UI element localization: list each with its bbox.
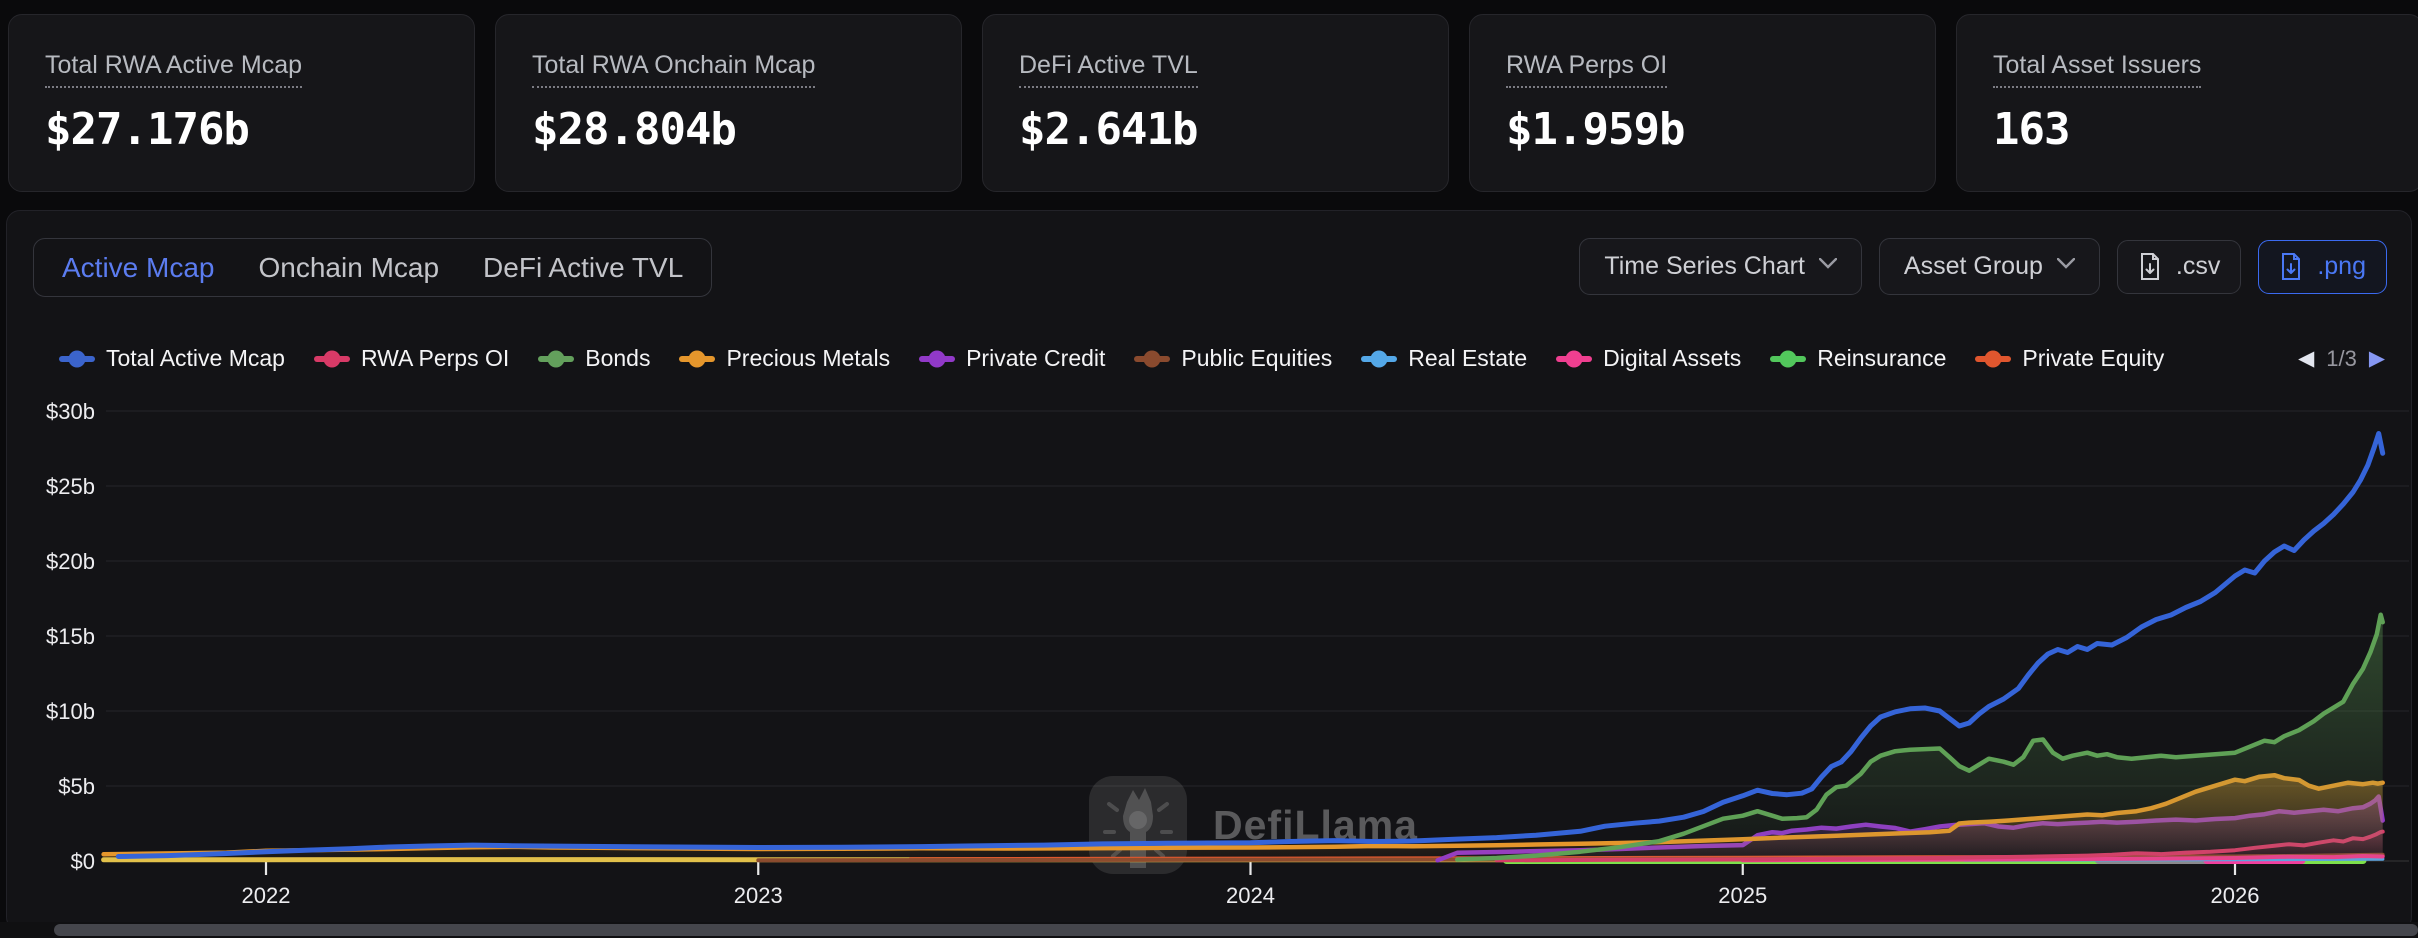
legend-marker-icon: [1556, 350, 1593, 367]
chevron-down-icon: [2056, 258, 2075, 269]
stat-label[interactable]: Total RWA Active Mcap: [45, 51, 303, 88]
y-axis-label: $30b: [46, 399, 95, 424]
x-axis-label: 2026: [2211, 883, 2260, 908]
asset-group-dropdown[interactable]: Asset Group: [1878, 238, 2100, 295]
horizontal-scrollbar-thumb[interactable]: [54, 924, 2418, 936]
legend-item-private-equity[interactable]: Private Equity: [1975, 345, 2164, 372]
legend-marker-icon: [1975, 350, 2012, 367]
legend-pagination: ◀ 1/3 ▶: [2298, 346, 2385, 372]
stat-label[interactable]: DeFi Active TVL: [1019, 51, 1198, 88]
stat-label[interactable]: Total RWA Onchain Mcap: [532, 51, 816, 88]
x-axis-label: 2022: [242, 883, 291, 908]
legend-page-indicator: 1/3: [2326, 345, 2357, 371]
stat-card-perps-oi: RWA Perps OI $1.959b: [1469, 14, 1936, 192]
y-axis-label: $15b: [46, 624, 95, 649]
legend-item-digital-assets[interactable]: Digital Assets: [1556, 345, 1741, 372]
stat-value: $27.176b: [45, 104, 250, 155]
download-csv-button[interactable]: .csv: [2116, 239, 2242, 294]
legend-item-precious-metals[interactable]: Precious Metals: [679, 345, 890, 372]
chart-legend: Total Active Mcap RWA Perps OI Bonds Pre…: [59, 345, 2385, 372]
x-axis-label: 2024: [1226, 883, 1275, 908]
time-series-chart-dropdown[interactable]: Time Series Chart: [1579, 238, 1862, 295]
legend-marker-icon: [679, 350, 716, 367]
legend-item-rwa-perps-oi[interactable]: RWA Perps OI: [313, 345, 509, 372]
y-axis-label: $5b: [58, 774, 95, 799]
legend-item-real-estate[interactable]: Real Estate: [1361, 345, 1527, 372]
y-axis-label: $10b: [46, 699, 95, 724]
x-axis-label: 2025: [1718, 883, 1767, 908]
file-download-icon: [2282, 252, 2301, 280]
chart-controls: Time Series Chart Asset Group .csv: [1579, 238, 2387, 295]
tab-defi-active-tvl[interactable]: DeFi Active TVL: [483, 251, 684, 283]
stat-card-onchain-mcap: Total RWA Onchain Mcap $28.804b: [495, 14, 962, 192]
download-png-button[interactable]: .png: [2258, 239, 2387, 294]
stat-card-defi-tvl: DeFi Active TVL $2.641b: [982, 14, 1449, 192]
series-line-Total Active Mcap: [115, 431, 2386, 859]
chevron-down-icon: [1818, 258, 1837, 269]
legend-item-bonds[interactable]: Bonds: [538, 345, 650, 372]
stat-card-asset-issuers: Total Asset Issuers 163: [1956, 14, 2418, 192]
dropdown-label: Asset Group: [1903, 252, 2043, 280]
legend-marker-icon: [1134, 350, 1171, 367]
stat-value: $1.959b: [1506, 104, 1685, 155]
legend-item-public-equities[interactable]: Public Equities: [1134, 345, 1332, 372]
legend-item-reinsurance[interactable]: Reinsurance: [1770, 345, 1946, 372]
tab-active-mcap[interactable]: Active Mcap: [62, 251, 215, 283]
button-label: .csv: [2175, 252, 2221, 280]
legend-marker-icon: [538, 350, 575, 367]
y-axis-label: $25b: [46, 474, 95, 499]
metric-tabs: Active Mcap Onchain Mcap DeFi Active TVL: [33, 238, 713, 297]
y-axis-label: $20b: [46, 549, 95, 574]
series-line-Bonds: [1454, 612, 2385, 862]
legend-marker-icon: [1770, 350, 1807, 367]
stat-label[interactable]: Total Asset Issuers: [1993, 51, 2202, 88]
legend-marker-icon: [313, 350, 350, 367]
stat-value: $28.804b: [532, 104, 737, 155]
legend-next-arrow-icon[interactable]: ▶: [2368, 347, 2385, 370]
stat-value: 163: [1993, 104, 2070, 155]
legend-item-total-active-mcap[interactable]: Total Active Mcap: [59, 345, 285, 372]
chart-canvas[interactable]: $30b $25b $20b $15b $10b $5b $0 2022 2023 2024 202…: [7, 211, 2413, 932]
legend-marker-icon: [919, 350, 956, 367]
stat-card-active-mcap: Total RWA Active Mcap $27.176b: [8, 14, 475, 192]
legend-prev-arrow-icon[interactable]: ◀: [2298, 347, 2315, 370]
y-axis-label: $0: [71, 849, 95, 874]
stat-cards-row: Total RWA Active Mcap $27.176b Total RWA…: [8, 14, 2418, 192]
legend-marker-icon: [1361, 350, 1398, 367]
stat-label[interactable]: RWA Perps OI: [1506, 51, 1668, 88]
legend-marker-icon: [59, 350, 95, 367]
chart-toolbar: Active Mcap Onchain Mcap DeFi Active TVL…: [7, 211, 2411, 371]
dropdown-label: Time Series Chart: [1604, 252, 1805, 280]
series-area-Bonds: [1457, 614, 2383, 861]
x-axis-label: 2023: [734, 883, 783, 908]
tab-onchain-mcap[interactable]: Onchain Mcap: [258, 251, 440, 283]
chart-panel: DefiLlama $30b $25b $20b $15b $10b $5b $0 2022 2…: [6, 210, 2412, 931]
stat-value: $2.641b: [1019, 104, 1198, 155]
legend-item-private-credit[interactable]: Private Credit: [919, 345, 1105, 372]
button-label: .png: [2317, 252, 2366, 280]
file-download-icon: [2140, 252, 2159, 280]
